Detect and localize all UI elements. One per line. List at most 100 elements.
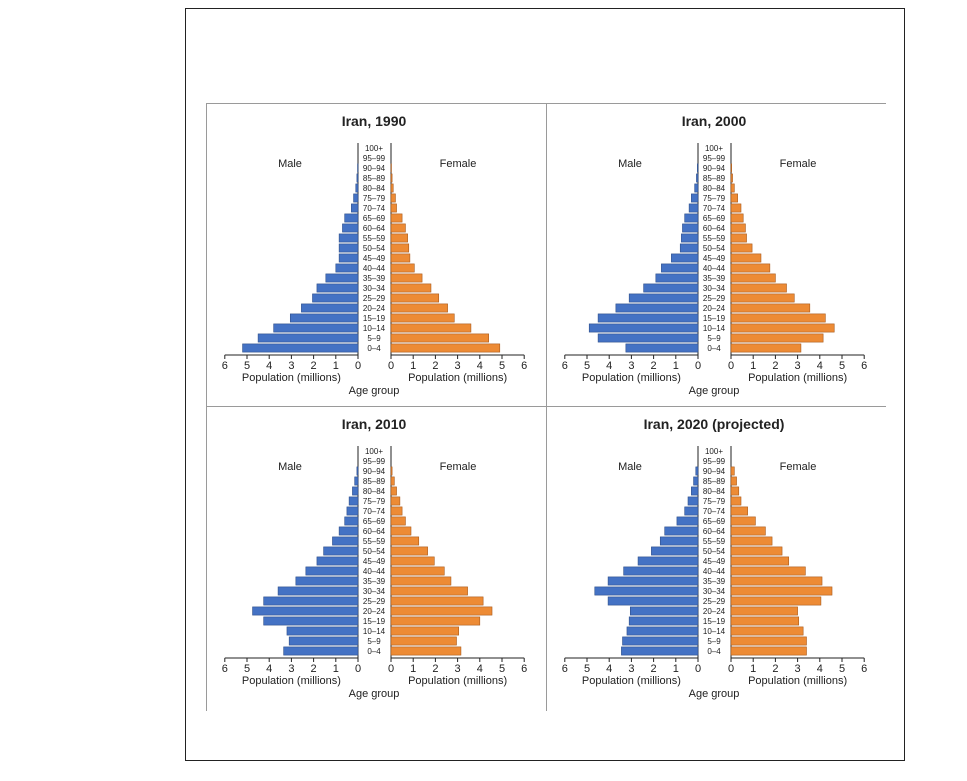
male-bar	[594, 586, 699, 596]
female-bar	[730, 233, 747, 243]
female-bar	[730, 183, 735, 193]
age-group-label: 10–14	[703, 324, 726, 333]
female-bar	[730, 273, 776, 283]
age-group-label: 85–89	[703, 477, 726, 486]
female-tick-label: 3	[795, 663, 801, 675]
female-tick-label: 1	[750, 360, 756, 372]
female-bar	[390, 293, 440, 303]
male-tick-label: 0	[695, 663, 701, 675]
pyramid-panel-2020: Iran, 2020 (projected) Male Female 100+95–9…	[562, 416, 868, 700]
female-bar	[390, 556, 435, 566]
female-tick-label: 1	[750, 663, 756, 675]
age-group-label: 30–34	[703, 587, 726, 596]
male-tick-label: 6	[562, 360, 568, 372]
male-bar	[335, 263, 359, 273]
age-group-label: 65–69	[363, 517, 386, 526]
male-tick-label: 2	[651, 360, 657, 372]
age-group-label: 45–49	[703, 254, 726, 263]
age-group-axis-title: Age group	[689, 385, 740, 397]
age-group-label: 0–4	[367, 344, 381, 353]
age-group-label: 80–84	[363, 184, 386, 193]
male-bar	[681, 233, 699, 243]
male-bar	[277, 586, 359, 596]
age-group-label: 20–24	[363, 607, 386, 616]
male-tick-label: 1	[673, 360, 679, 372]
female-tick-label: 4	[477, 360, 483, 372]
chart-title: Iran, 2000	[682, 113, 747, 129]
age-group-label: 20–24	[703, 607, 726, 616]
age-group-label: 0–4	[707, 647, 721, 656]
female-bar	[390, 596, 484, 606]
female-bar	[390, 233, 408, 243]
female-tick-label: 2	[772, 663, 778, 675]
male-bar	[263, 616, 359, 626]
age-group-label: 95–99	[703, 457, 726, 466]
female-tick-label: 6	[521, 663, 527, 675]
age-group-label: 70–74	[703, 507, 726, 516]
male-tick-label: 5	[584, 360, 590, 372]
female-bar	[390, 486, 397, 496]
male-bar	[338, 243, 359, 253]
age-group-label: 65–69	[363, 214, 386, 223]
male-tick-label: 1	[333, 360, 339, 372]
age-group-label: 5–9	[707, 637, 721, 646]
female-bar	[390, 263, 415, 273]
male-bar	[263, 596, 359, 606]
age-group-label: 70–74	[703, 204, 726, 213]
female-bar	[730, 556, 790, 566]
male-bar	[305, 566, 359, 576]
male-bar	[626, 626, 699, 636]
age-group-label: 90–94	[363, 467, 386, 476]
male-bar	[286, 626, 359, 636]
male-bar	[676, 516, 699, 526]
male-bar	[338, 233, 359, 243]
female-bar	[390, 203, 397, 213]
female-label: Female	[440, 461, 477, 473]
age-group-label: 100+	[705, 447, 723, 456]
male-tick-label: 0	[695, 360, 701, 372]
male-bar	[688, 203, 699, 213]
female-bar	[390, 193, 396, 203]
female-tick-label: 6	[861, 360, 867, 372]
male-label: Male	[278, 461, 302, 473]
female-bar	[390, 646, 462, 656]
female-bar	[390, 616, 481, 626]
male-bar	[621, 646, 699, 656]
age-group-label: 95–99	[363, 154, 386, 163]
pyramid-panel-2010: Iran, 2010 Male Female 100+95–9990–9485–898…	[222, 416, 528, 700]
female-bar	[390, 173, 393, 183]
male-bar	[629, 606, 699, 616]
female-bar	[390, 303, 448, 313]
male-bar	[607, 596, 699, 606]
age-group-label: 25–29	[363, 294, 386, 303]
female-bar	[730, 546, 783, 556]
male-tick-label: 4	[266, 360, 272, 372]
age-group-label: 15–19	[363, 617, 386, 626]
age-group-label: 75–79	[703, 497, 726, 506]
male-x-axis-title: Population (millions)	[242, 372, 341, 384]
grid-divider-horizontal	[206, 406, 886, 407]
age-group-label: 25–29	[703, 294, 726, 303]
male-bar	[312, 293, 359, 303]
age-group-label: 90–94	[363, 164, 386, 173]
male-bar	[661, 263, 699, 273]
male-bar	[242, 343, 359, 353]
male-bar	[316, 556, 359, 566]
age-group-label: 30–34	[363, 587, 386, 596]
female-bar	[730, 303, 811, 313]
female-tick-label: 6	[861, 663, 867, 675]
female-bar	[730, 163, 732, 173]
female-bar	[730, 466, 735, 476]
male-bar	[342, 223, 359, 233]
age-group-label: 5–9	[707, 334, 721, 343]
female-tick-label: 0	[728, 663, 734, 675]
female-tick-label: 3	[455, 360, 461, 372]
female-bar	[730, 293, 795, 303]
grid-divider-vertical	[546, 103, 547, 711]
female-bar	[390, 213, 403, 223]
female-bar	[390, 546, 428, 556]
male-bar	[252, 606, 359, 616]
female-bar	[390, 253, 411, 263]
female-bar	[730, 343, 802, 353]
female-bar	[390, 476, 395, 486]
